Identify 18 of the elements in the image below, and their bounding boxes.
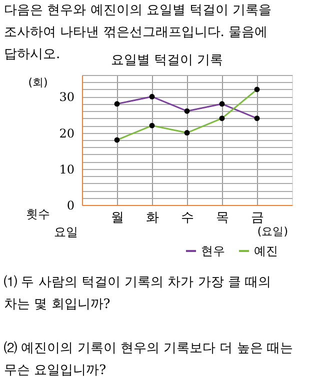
chart-title: 요일별 턱걸이 기록: [110, 53, 224, 68]
y-axis-title: (회): [28, 76, 48, 89]
x-tick-label: 목: [216, 210, 229, 226]
y-tick-label: 10: [59, 162, 74, 176]
legend-label: 현우: [201, 244, 225, 258]
x-axis-title: (요일): [257, 225, 288, 238]
x-tick-label: 수: [181, 210, 194, 226]
y-tick-label: 30: [59, 90, 74, 104]
text: ⑵ 예진이의 기록이 현우의 기록보다 더 높은 때는 무슨 요일입니까?: [4, 341, 293, 378]
y-tick-label: 20: [59, 126, 74, 140]
x-tick-label: 월: [111, 210, 124, 226]
x-tick-label: 화: [146, 210, 159, 226]
y-tick-label: 0: [66, 198, 74, 212]
text: 요일: [54, 225, 78, 239]
x-tick-label: 금: [251, 210, 264, 226]
text: ⑴ 두 사람의 턱걸이 기록의 차가 가장 클 때의 차는 몇 회입니까?: [4, 275, 272, 312]
text: 횟수: [26, 207, 50, 221]
legend-label: 예진: [254, 244, 278, 258]
